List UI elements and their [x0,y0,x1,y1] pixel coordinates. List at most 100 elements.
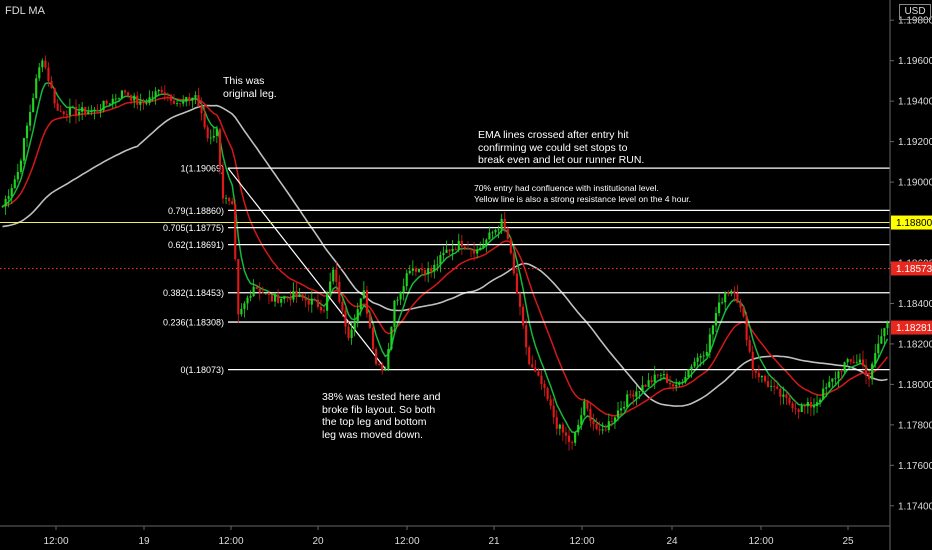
candle-body [264,293,267,294]
candle-body [194,95,197,98]
candle-body [797,409,800,412]
fib-level-label: 1(1.19069) [180,164,224,174]
candle-body [785,394,788,398]
candle-body [68,107,71,116]
annotation-confluence: 70% entry had confluence with institutio… [474,183,692,204]
candle-body [163,92,166,95]
candle-body [408,270,411,274]
candle-body [108,103,111,105]
candle-body [632,394,635,397]
candle-body [812,405,816,408]
candle-body [626,394,629,407]
candle-body [604,429,607,431]
candle-body [724,292,727,303]
candle-body [111,98,114,104]
candle-body [50,80,53,88]
candle-body [338,281,341,302]
candle-body [476,249,479,254]
candle-body [776,386,779,389]
candle-body [874,353,877,364]
candle-body [35,78,38,99]
candle-body [292,290,295,300]
candle-body [577,424,580,433]
x-tick-label: 21 [488,536,500,547]
candle-body [212,135,215,138]
candle-body [665,374,669,383]
candle-body [705,351,708,356]
candle-body [451,248,454,252]
candle-body [773,386,776,387]
candle-body [390,326,393,350]
candle-body [105,100,108,104]
candle-body [249,296,252,298]
candle-body [267,293,271,295]
y-tick-label: 1.17400 [898,501,932,512]
price-label-text: 1.18281 [896,323,932,334]
candle-body [460,240,463,247]
candle-body [56,103,59,111]
currency-badge[interactable]: USD [899,4,931,20]
candle-body [335,269,338,282]
candle-body [7,196,10,199]
x-tick-label: 12:00 [43,536,68,547]
candle-body [469,248,473,250]
candle-body [788,397,791,404]
candle-body [228,197,231,202]
candle-body [356,309,359,322]
candle-body [687,369,690,377]
candle-body [522,306,525,326]
annotation-fib-test: 38% was tested here and broke fib layout… [322,391,441,441]
candle-body [375,349,378,365]
candle-body [197,95,200,107]
candle-body [803,405,806,407]
candle-body [304,298,307,301]
candle-body [393,300,396,327]
candle-body [359,298,362,310]
candle-body [846,359,849,363]
candle-body [822,388,825,400]
candle-body [353,321,356,330]
fib-level-label: 0.79(1.18860) [168,206,224,216]
candle-body [154,91,157,97]
fib-trendline[interactable] [227,167,387,370]
candle-body [347,326,350,339]
candle-body [261,292,264,294]
candle-body [310,299,313,305]
candle-body [479,247,482,250]
candle-body [209,137,212,139]
candle-body [831,378,834,382]
candle-body [206,127,209,139]
candle-body [601,429,604,431]
candle-body [405,273,408,287]
candle-body [120,90,124,99]
annotation-original-leg: This was original leg. [223,75,277,100]
annotation-ema-cross: EMA lines crossed after entry hit confir… [478,129,645,166]
candle-body [877,343,880,354]
candle-body [384,369,387,371]
candle-body [672,384,675,387]
y-tick-label: 1.19200 [898,137,932,148]
y-tick-label: 1.18000 [898,380,932,391]
candle-body [160,89,163,93]
candle-body [610,421,613,423]
candle-body [448,249,451,252]
candle-body [133,95,136,101]
candle-body [760,375,763,378]
candle-body [473,249,476,254]
candle-body [344,310,347,327]
candle-body [218,129,222,168]
candle-body [815,402,819,406]
candle-body [668,382,672,385]
x-tick-label: 12:00 [394,536,419,547]
candle-body [123,90,127,93]
candle-body [650,380,653,383]
candle-body [515,273,519,294]
candle-body [142,101,145,104]
candle-body [843,362,846,372]
candle-body [243,303,246,309]
candle-body [463,246,466,249]
price-label-tag [891,261,932,276]
candle-body [754,370,757,373]
candle-body [819,399,822,403]
